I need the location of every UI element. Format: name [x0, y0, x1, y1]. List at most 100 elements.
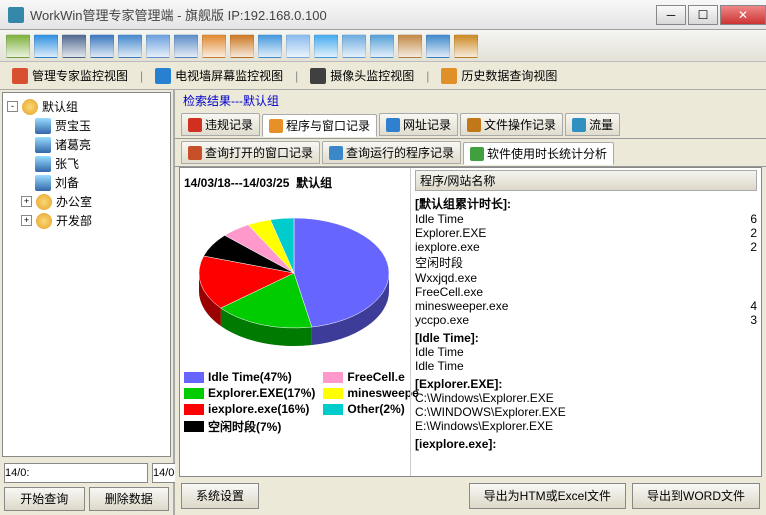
toolbar-icon-12[interactable]	[342, 34, 366, 58]
export-word-button[interactable]: 导出到WORD文件	[632, 483, 760, 509]
tree-child-1[interactable]: 诸葛亮	[7, 135, 166, 154]
toolbar-icon-9[interactable]	[258, 34, 282, 58]
list-row[interactable]: yccpo.exe3	[415, 313, 757, 327]
record-tab-文件操作记录[interactable]: 文件操作记录	[460, 113, 563, 136]
record-tab-违规记录[interactable]: 违规记录	[181, 113, 260, 136]
group-tree[interactable]: -默认组贾宝玉诸葛亮张飞刘备 + 办公室+开发部	[2, 92, 171, 457]
view-tab-icon	[12, 68, 28, 84]
toolbar-icon-11[interactable]	[314, 34, 338, 58]
view-tab-icon	[155, 68, 171, 84]
group-icon	[22, 99, 38, 115]
tree-child-0[interactable]: 贾宝玉	[7, 116, 166, 135]
list-row[interactable]: Idle Time	[415, 345, 757, 359]
legend-swatch	[184, 372, 204, 383]
expand-toggle[interactable]: +	[21, 196, 32, 207]
group-icon	[36, 194, 52, 210]
view-tab-1[interactable]: 电视墙屏幕监控视图	[155, 67, 283, 84]
list-row[interactable]: 空闲时段	[415, 254, 757, 271]
toolbar-icon-15[interactable]	[426, 34, 450, 58]
toolbar-icon-16[interactable]	[454, 34, 478, 58]
record-tab-流量[interactable]: 流量	[565, 113, 620, 136]
date-from-input[interactable]	[4, 463, 148, 483]
legend-item: Other(2%)	[323, 401, 418, 417]
toolbar-icon-14[interactable]	[398, 34, 422, 58]
list-row[interactable]: FreeCell.exe	[415, 285, 757, 299]
list-row[interactable]: Idle Time6	[415, 212, 757, 226]
chart-legend: Idle Time(47%)Explorer.EXE(17%)iexplore.…	[184, 363, 406, 436]
row-value: 2	[750, 240, 757, 254]
settings-button[interactable]: 系统设置	[181, 483, 259, 509]
row-name: FreeCell.exe	[415, 285, 483, 299]
record-tab-程序与窗口记录[interactable]: 程序与窗口记录	[262, 114, 377, 137]
toolbar-icon-8[interactable]	[230, 34, 254, 58]
expand-toggle[interactable]: +	[21, 215, 32, 226]
chart-title: 14/03/18---14/03/25 默认组	[184, 172, 406, 193]
delete-data-button[interactable]: 删除数据	[89, 487, 170, 511]
toolbar-icon-4[interactable]	[118, 34, 142, 58]
tree-label: 刘备	[55, 174, 79, 191]
legend-swatch	[184, 388, 204, 399]
tree-label: 办公室	[56, 193, 92, 210]
row-value: 3	[750, 313, 757, 327]
toolbar-icon-10[interactable]	[286, 34, 310, 58]
record-tab-软件使用时长统计分析[interactable]: 软件使用时长统计分析	[463, 142, 614, 165]
content-area: 14/03/18---14/03/25 默认组 Idle Time(47%)Ex…	[179, 167, 762, 477]
tab-icon	[467, 118, 481, 132]
view-tab-2[interactable]: 摄像头监控视图	[310, 67, 414, 84]
maximize-button[interactable]: ☐	[688, 5, 718, 25]
toolbar-icon-13[interactable]	[370, 34, 394, 58]
legend-swatch	[184, 421, 204, 432]
record-tab-查询运行的程序记录[interactable]: 查询运行的程序记录	[322, 141, 461, 164]
record-tab-网址记录[interactable]: 网址记录	[379, 113, 458, 136]
row-value: 4	[750, 299, 757, 313]
toolbar-icon-0[interactable]	[6, 34, 30, 58]
list-row[interactable]: Idle Time	[415, 359, 757, 373]
tree-root[interactable]: -默认组	[7, 97, 166, 116]
export-html-button[interactable]: 导出为HTM或Excel文件	[469, 483, 626, 509]
tree-child-3[interactable]: 刘备	[7, 173, 166, 192]
legend-swatch	[323, 388, 343, 399]
expand-toggle[interactable]: -	[7, 101, 18, 112]
row-name: C:\Windows\Explorer.EXE	[415, 391, 554, 405]
tab-icon	[188, 118, 202, 132]
toolbar-icon-1[interactable]	[34, 34, 58, 58]
list-row[interactable]: Wxxjqd.exe	[415, 271, 757, 285]
pc-icon	[35, 156, 51, 172]
list-row[interactable]: iexplore.exe2	[415, 240, 757, 254]
legend-label: FreeCell.e	[347, 370, 404, 384]
list-row[interactable]: Explorer.EXE2	[415, 226, 757, 240]
row-name: 空闲时段	[415, 254, 463, 271]
row-name: Idle Time	[415, 345, 464, 359]
group-icon	[36, 213, 52, 229]
start-query-button[interactable]: 开始查询	[4, 487, 85, 511]
toolbar-icon-6[interactable]	[174, 34, 198, 58]
list-row[interactable]: minesweeper.exe4	[415, 299, 757, 313]
tree-group-1[interactable]: +开发部	[7, 211, 166, 230]
view-tab-0[interactable]: 管理专家监控视图	[12, 67, 128, 84]
view-tab-3[interactable]: 历史数据查询视图	[441, 67, 557, 84]
list-group-title: [Idle Time]:	[415, 331, 757, 345]
legend-swatch	[323, 404, 343, 415]
tree-label: 张飞	[55, 155, 79, 172]
row-name: C:\WINDOWS\Explorer.EXE	[415, 405, 566, 419]
tree-group-0[interactable]: + 办公室	[7, 192, 166, 211]
close-button[interactable]: ✕	[720, 5, 766, 25]
pc-icon	[35, 137, 51, 153]
record-tab-查询打开的窗口记录[interactable]: 查询打开的窗口记录	[181, 141, 320, 164]
legend-item: 空闲时段(7%)	[184, 417, 315, 436]
toolbar-icon-2[interactable]	[62, 34, 86, 58]
row-value: 6	[750, 212, 757, 226]
list-row[interactable]: E:\Windows\Explorer.EXE	[415, 419, 757, 433]
program-list[interactable]: 程序/网站名称[默认组累计时长]:Idle Time6Explorer.EXE2…	[410, 168, 761, 476]
tree-child-2[interactable]: 张飞	[7, 154, 166, 173]
list-row[interactable]: C:\WINDOWS\Explorer.EXE	[415, 405, 757, 419]
window-title: WorkWin管理专家管理端 - 旗舰版 IP:192.168.0.100	[30, 5, 654, 24]
minimize-button[interactable]: ─	[656, 5, 686, 25]
window-controls: ─ ☐ ✕	[654, 5, 766, 25]
tab-label: 违规记录	[205, 116, 253, 133]
toolbar-icon-3[interactable]	[90, 34, 114, 58]
list-row[interactable]: C:\Windows\Explorer.EXE	[415, 391, 757, 405]
tab-label: 软件使用时长统计分析	[487, 145, 607, 162]
toolbar-icon-7[interactable]	[202, 34, 226, 58]
toolbar-icon-5[interactable]	[146, 34, 170, 58]
